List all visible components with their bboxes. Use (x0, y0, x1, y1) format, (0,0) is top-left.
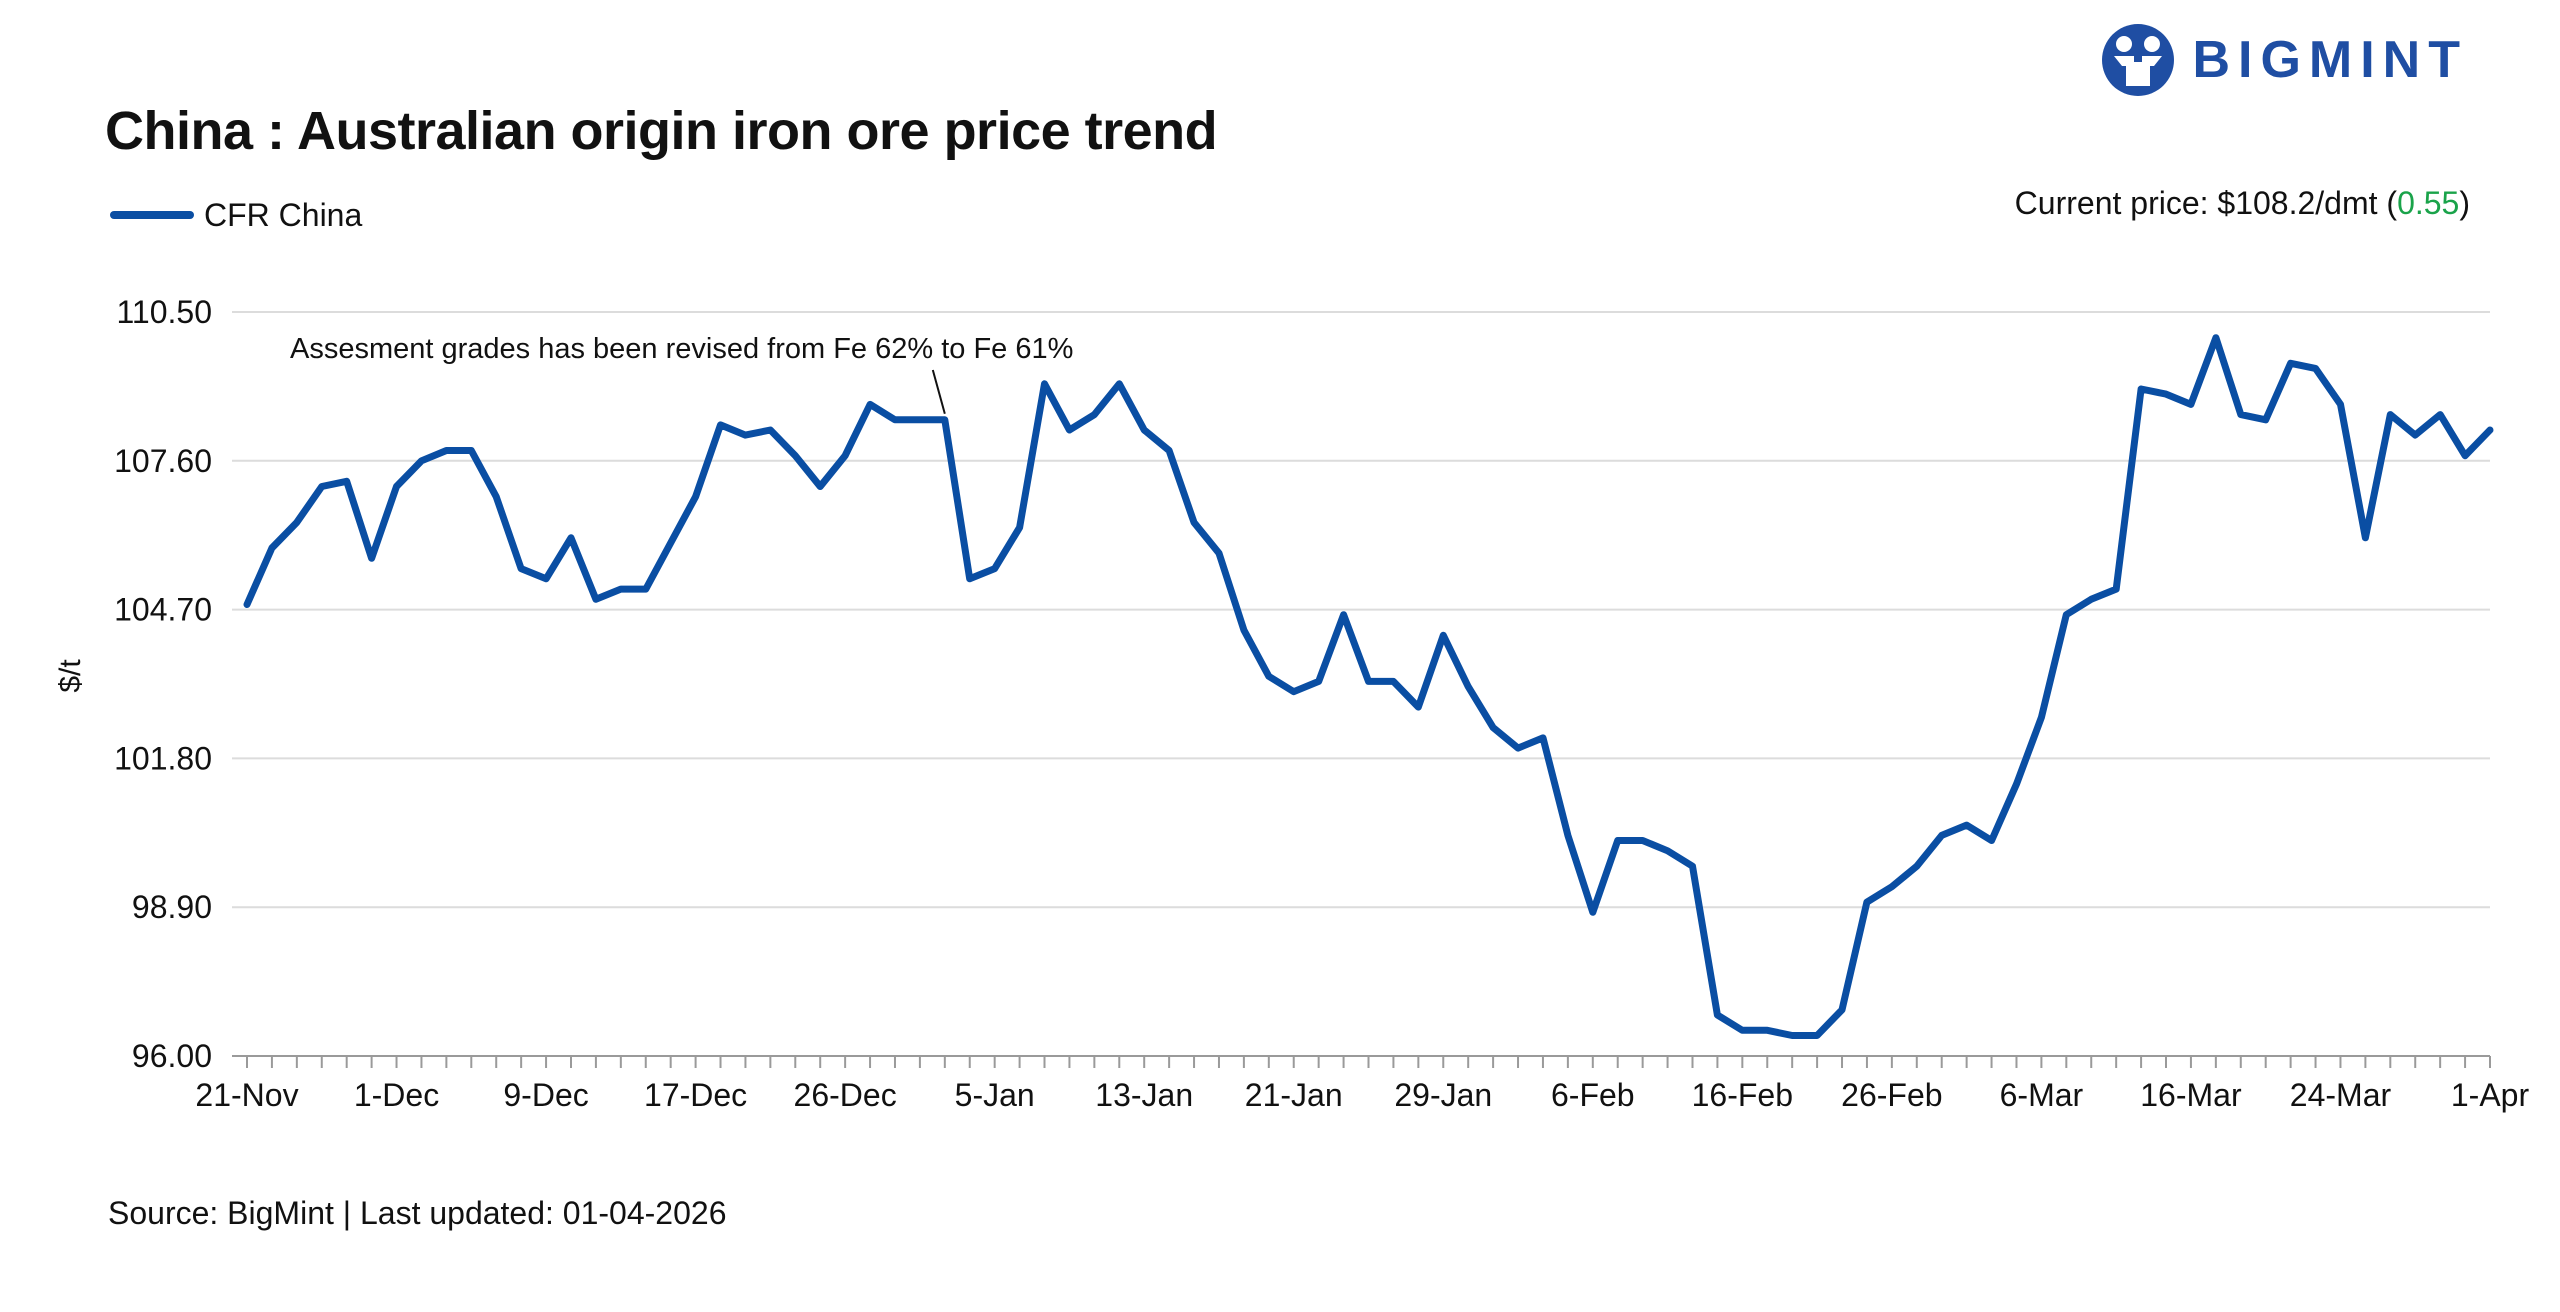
x-tick-label: 21-Jan (1245, 1077, 1343, 1113)
x-tick-label: 6-Mar (2000, 1077, 2084, 1113)
x-tick-label: 29-Jan (1394, 1077, 1492, 1113)
current-price-suffix: ) (2459, 185, 2470, 221)
series-line-cfr-china (243, 334, 2494, 1039)
y-axis: 96.00 98.90 101.80 104.70 107.60 110.50 (114, 294, 212, 1074)
gridlines (232, 311, 2490, 1057)
current-price: Current price: $108.2/dmt (0.55) (2015, 185, 2470, 222)
y-tick-label: 110.50 (117, 294, 213, 330)
bigmint-people-icon (2102, 24, 2175, 96)
legend: CFR China (110, 195, 362, 235)
series-group (243, 334, 2494, 1039)
logo-text: BIGMINT (2192, 31, 2468, 89)
y-tick-label: 104.70 (114, 592, 212, 628)
x-tick-label: 17-Dec (644, 1077, 747, 1113)
x-tick-label: 16-Feb (1692, 1077, 1793, 1113)
x-tick-label: 1-Dec (354, 1077, 439, 1113)
x-tick-label: 5-Jan (955, 1077, 1035, 1113)
x-tick-label: 13-Jan (1095, 1077, 1193, 1113)
bigmint-logo: BIGMINT (2100, 22, 2468, 98)
x-tick-label: 24-Mar (2290, 1077, 2392, 1113)
y-axis-label: $/t (54, 659, 87, 693)
chart-title: China : Australian origin iron ore price… (105, 101, 1218, 161)
current-price-change: 0.55 (2397, 185, 2460, 221)
x-tick-label: 26-Dec (794, 1077, 897, 1113)
legend-swatch (110, 211, 194, 219)
annotation-text: Assesment grades has been revised from F… (290, 333, 1073, 365)
annotation-leader (931, 369, 946, 415)
x-tick-label: 16-Mar (2140, 1077, 2242, 1113)
y-tick-label: 98.90 (132, 889, 212, 925)
legend-label: CFR China (204, 196, 363, 233)
current-price-label: Current price: $108.2/dmt ( (2014, 185, 2398, 221)
x-tick-label: 21-Nov (195, 1077, 298, 1113)
annotation: Assesment grades has been revised from F… (290, 333, 1073, 415)
x-tick-label: 6-Feb (1551, 1077, 1635, 1113)
y-tick-label: 107.60 (114, 443, 212, 479)
x-tick-label: 9-Dec (503, 1077, 588, 1113)
source-note: Source: BigMint | Last updated: 01-04-20… (108, 1195, 727, 1231)
y-tick-label: 96.00 (132, 1038, 212, 1074)
x-tick-label: 1-Apr (2451, 1077, 2530, 1113)
x-tick-label: 26-Feb (1841, 1077, 1942, 1113)
y-tick-label: 101.80 (114, 740, 212, 776)
x-axis: 21-Nov 1-Dec 9-Dec 17-Dec 26-Dec 5-Jan 13-Jan 2… (195, 1056, 2529, 1113)
